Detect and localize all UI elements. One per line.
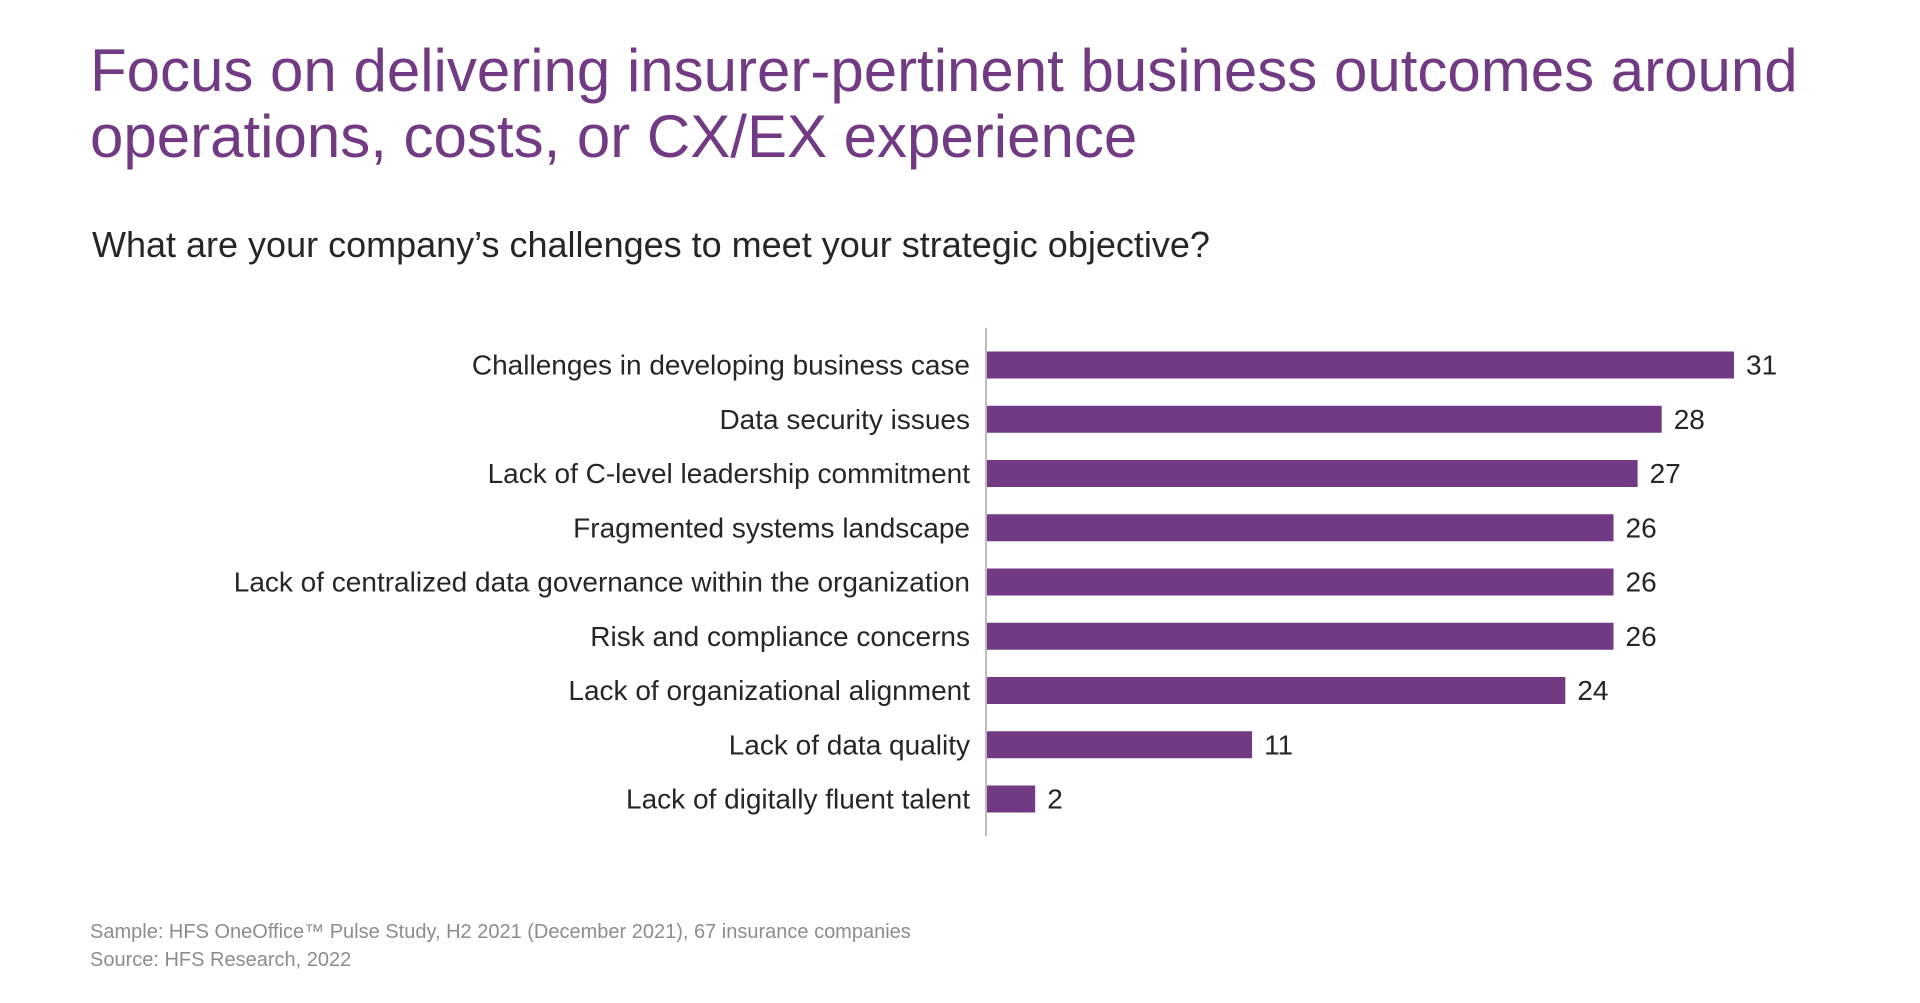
category-label: Lack of C-level leadership commitment [488,458,971,489]
data-label: 11 [1264,729,1293,760]
data-label: 31 [1746,350,1777,381]
data-label: 26 [1626,512,1657,543]
bar [987,460,1638,487]
data-label: 26 [1626,567,1657,598]
bar [987,405,1662,433]
bar [987,622,1614,650]
bar [987,677,1566,704]
page-title: Focus on delivering insurer-pertinent bu… [90,37,1798,170]
bar [987,514,1614,542]
data-label: 27 [1650,458,1681,489]
category-label: Lack of centralized data governance with… [234,567,970,598]
category-label: Data security issues [719,404,970,435]
category-label: Lack of data quality [729,729,970,760]
category-label: Lack of digitally fluent talent [626,784,970,815]
category-label: Lack of organizational alignment [568,675,970,706]
category-label: Risk and compliance concerns [590,621,970,652]
bar [987,731,1253,759]
sample-note: Sample: HFS OneOffice™ Pulse Study, H2 2… [90,921,911,943]
bar [987,568,1614,596]
footer-notes: Sample: HFS OneOffice™ Pulse Study, H2 2… [90,918,911,974]
data-label: 2 [1047,784,1063,815]
bar [987,351,1734,379]
chart-subtitle: What are your company’s challenges to me… [92,224,1210,265]
category-label: Challenges in developing business case [472,350,970,381]
data-label: 28 [1674,404,1705,435]
data-label: 24 [1577,675,1608,706]
category-label: Fragmented systems landscape [573,512,970,543]
bar [987,785,1036,813]
source-note: Source: HFS Research, 2022 [90,949,352,971]
data-label: 26 [1626,621,1657,652]
